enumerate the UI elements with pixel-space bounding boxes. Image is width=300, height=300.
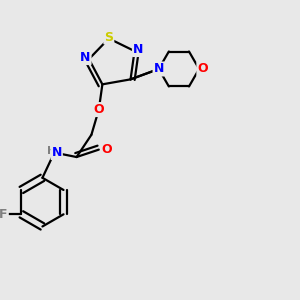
- Text: O: O: [197, 62, 208, 76]
- Text: N: N: [154, 62, 164, 76]
- Text: N: N: [52, 146, 62, 159]
- Text: S: S: [104, 31, 113, 44]
- Text: H: H: [47, 146, 57, 156]
- Text: F: F: [0, 208, 8, 221]
- Text: O: O: [101, 143, 112, 156]
- Text: O: O: [94, 103, 104, 116]
- Text: N: N: [80, 51, 91, 64]
- Text: N: N: [133, 43, 143, 56]
